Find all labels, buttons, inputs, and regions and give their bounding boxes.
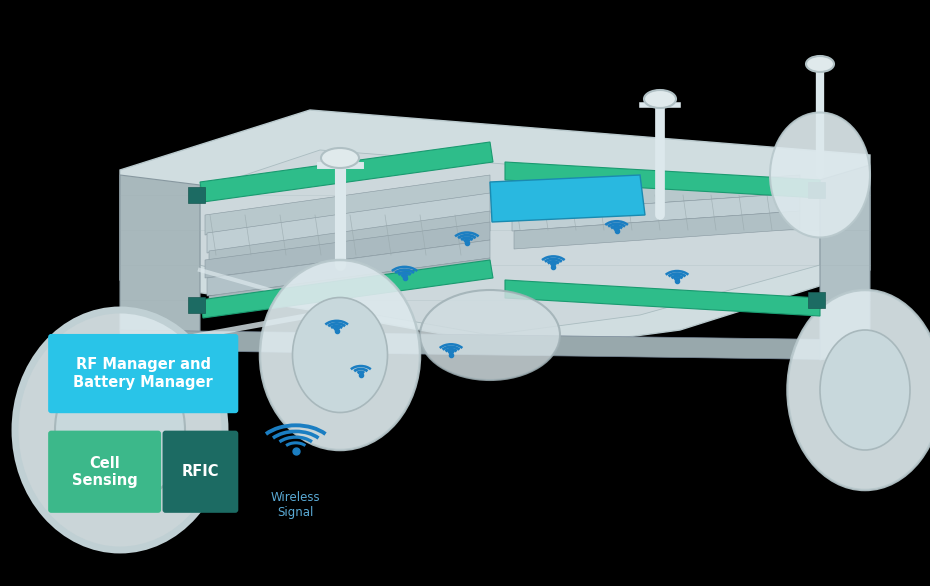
- FancyBboxPatch shape: [163, 431, 238, 513]
- Polygon shape: [207, 193, 490, 253]
- Polygon shape: [120, 175, 200, 340]
- Polygon shape: [200, 260, 493, 318]
- Polygon shape: [505, 280, 820, 316]
- Ellipse shape: [788, 290, 930, 490]
- Polygon shape: [207, 240, 490, 296]
- Ellipse shape: [15, 310, 225, 550]
- Polygon shape: [505, 162, 820, 198]
- Polygon shape: [200, 142, 493, 202]
- Polygon shape: [200, 150, 820, 335]
- Polygon shape: [490, 175, 645, 222]
- Text: Wireless
Signal: Wireless Signal: [271, 491, 321, 519]
- Polygon shape: [120, 330, 870, 360]
- Ellipse shape: [644, 90, 676, 108]
- Ellipse shape: [820, 330, 910, 450]
- Polygon shape: [205, 175, 490, 235]
- Polygon shape: [209, 211, 490, 271]
- Polygon shape: [808, 292, 825, 308]
- Polygon shape: [120, 110, 870, 350]
- Polygon shape: [205, 222, 490, 278]
- Polygon shape: [808, 182, 825, 198]
- FancyBboxPatch shape: [48, 334, 238, 413]
- Ellipse shape: [770, 113, 870, 237]
- FancyBboxPatch shape: [48, 431, 161, 513]
- Polygon shape: [514, 211, 800, 249]
- Text: RF Manager and
Battery Manager: RF Manager and Battery Manager: [73, 357, 213, 390]
- Polygon shape: [188, 297, 205, 313]
- Ellipse shape: [420, 290, 560, 380]
- Text: RFIC: RFIC: [181, 464, 219, 479]
- Polygon shape: [820, 165, 870, 360]
- Text: Cell
Sensing: Cell Sensing: [72, 455, 138, 488]
- Ellipse shape: [260, 260, 420, 450]
- Ellipse shape: [321, 148, 359, 168]
- Polygon shape: [209, 258, 490, 314]
- Polygon shape: [512, 193, 800, 231]
- Ellipse shape: [293, 298, 388, 413]
- Polygon shape: [510, 175, 800, 213]
- Polygon shape: [188, 187, 205, 203]
- Ellipse shape: [55, 355, 185, 505]
- Ellipse shape: [806, 56, 834, 72]
